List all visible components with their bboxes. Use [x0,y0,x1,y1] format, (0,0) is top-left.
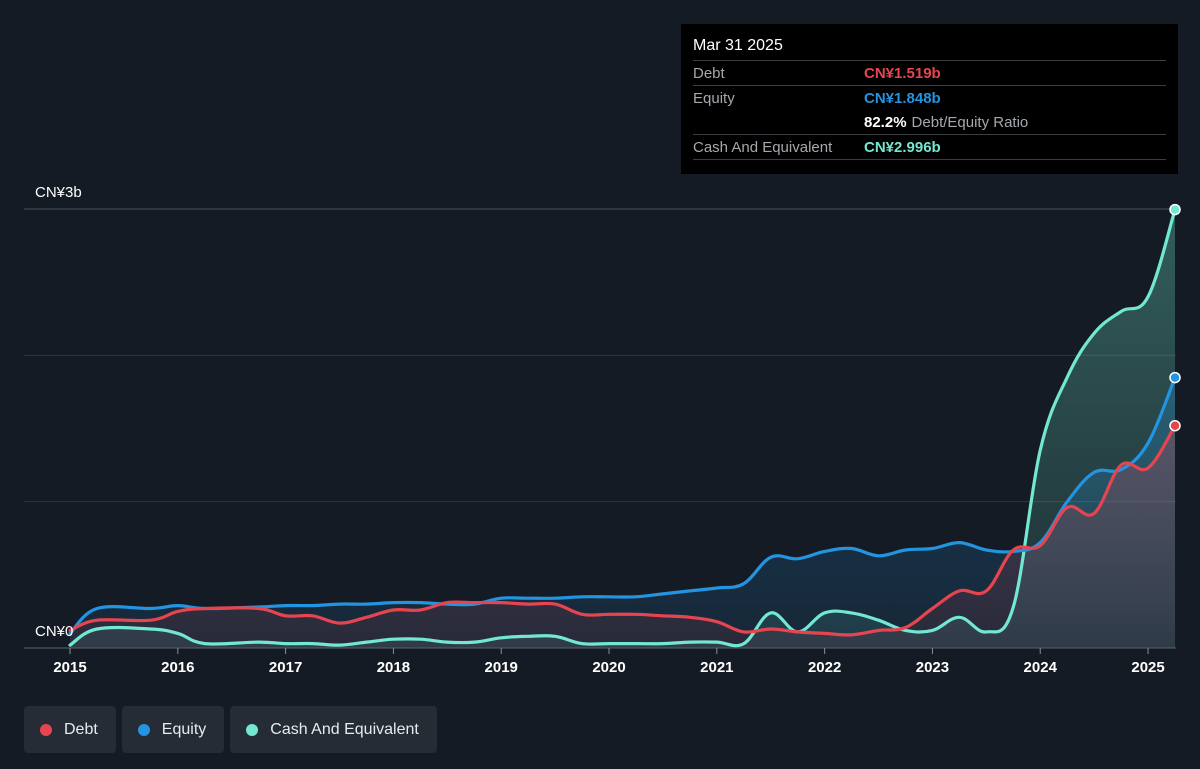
legend: Debt Equity Cash And Equivalent [24,706,437,753]
legend-label-debt: Debt [64,720,98,738]
axis-labels: 2015 2016 2017 2018 2019 2020 2021 2022 2023 2024… [35,184,1165,676]
line-debt [68,424,1177,637]
y-tick-label: CN¥0 [35,623,73,640]
x-tick-label-2023: 2023 [916,659,949,676]
tooltip-cash-label: Cash And Equivalent [693,138,833,156]
area-debt [70,425,1175,648]
tooltip-ratio-value: 82.2% [864,113,907,131]
grid-lines [24,208,1176,503]
tooltip-cash-value: CN¥2.996b [864,138,941,156]
legend-dot-debt-icon [40,723,52,736]
legend-item-equity[interactable]: Equity [121,706,225,753]
x-tick-label-2018: 2018 [377,659,410,676]
legend-label-cash: Cash And Equivalent [270,720,419,738]
x-tick-label-2016: 2016 [161,659,194,676]
line-equity [68,376,1177,635]
series-lines [68,208,1177,648]
end-marker-cash [1169,203,1181,216]
x-tick-label-2019: 2019 [485,659,518,676]
legend-dot-equity-icon [137,723,150,736]
x-tick-label-2015: 2015 [53,659,86,676]
axes [24,647,1176,654]
x-tick-label-2017: 2017 [269,659,302,676]
tooltip-row-equity: Equity CN¥1.848b [693,85,1166,110]
tooltip-ratio-label: Debt/Equity Ratio [911,113,1029,131]
legend-item-cash[interactable]: Cash And Equivalent [230,706,437,753]
line-cash [68,208,1177,648]
tooltip-row-cash: Cash And Equivalent CN¥2.996b [693,134,1166,160]
tooltip-debt-label: Debt [693,64,725,82]
tooltip-row-ratio: 82.2% Debt/Equity Ratio [693,110,1166,134]
series-areas [70,209,1175,648]
x-tick-label-2020: 2020 [592,659,625,676]
tooltip-equity-label: Equity [693,89,735,107]
end-marker-equity [1169,371,1181,384]
x-tick-label-2022: 2022 [808,659,841,676]
legend-dot-cash-icon [246,723,259,736]
tooltip-equity-value: CN¥1.848b [864,89,941,107]
end-marker-debt [1169,419,1181,432]
tooltip-panel: Mar 31 2025 Debt CN¥1.519b Equity CN¥1.8… [681,24,1178,174]
tooltip-row-debt: Debt CN¥1.519b [693,60,1166,85]
tooltip-debt-value: CN¥1.519b [864,64,941,82]
legend-label-equity: Equity [161,720,207,738]
x-tick-label-2021: 2021 [700,659,733,676]
end-markers [1169,203,1181,432]
area-equity [70,377,1175,648]
legend-item-debt[interactable]: Debt [24,706,116,753]
y-tick-label: CN¥3b [35,184,82,201]
tooltip-date: Mar 31 2025 [693,37,783,54]
x-tick-label-2025: 2025 [1131,659,1164,676]
x-tick-label-2024: 2024 [1024,659,1058,676]
